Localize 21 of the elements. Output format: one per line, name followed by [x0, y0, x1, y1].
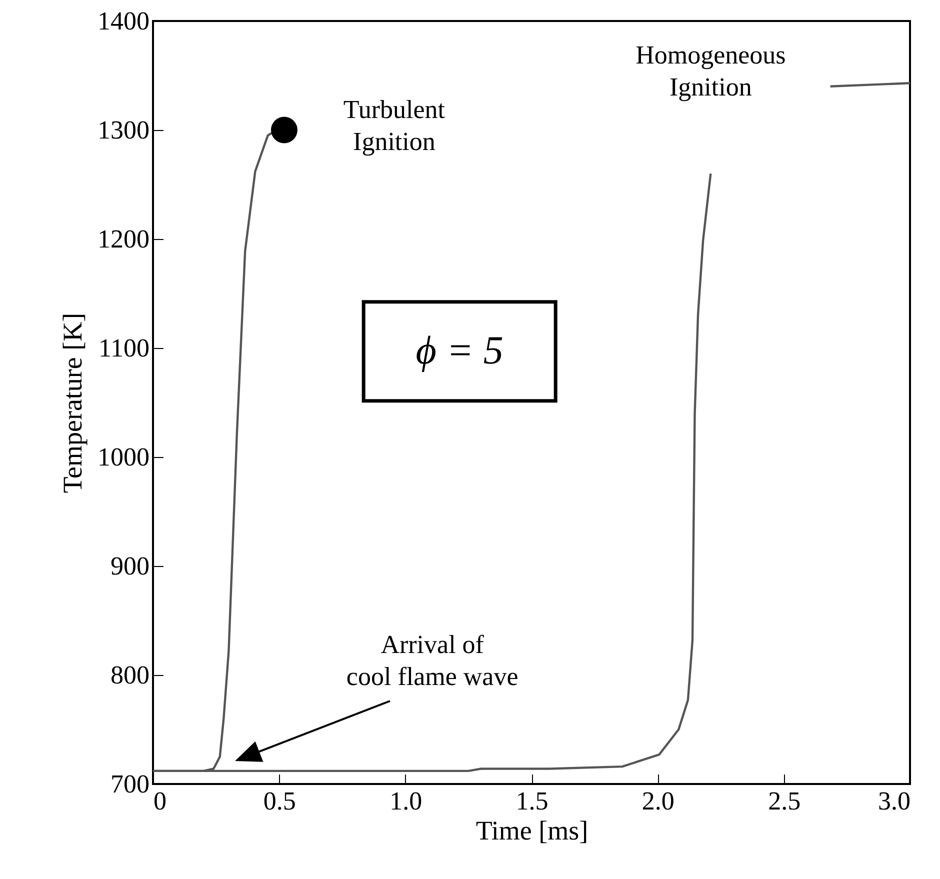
annotation: ϕ = 5	[416, 327, 504, 372]
y-tick-label: 700	[110, 770, 150, 798]
x-tick-label: 2.5	[768, 786, 801, 816]
x-tick-label: 1.5	[516, 786, 548, 816]
x-tick-label: 2.0	[642, 786, 674, 816]
annotation: Turbulent Ignition	[343, 95, 446, 156]
y-tick-label: 800	[110, 660, 150, 690]
annotation: Homogeneous Ignition	[636, 40, 786, 102]
x-axis-title: Time [ms]	[476, 816, 588, 846]
y-tick-label: 1000	[98, 442, 150, 472]
y-tick-label: 1400	[98, 6, 150, 36]
y-tick-label: 1200	[98, 224, 150, 254]
y-tick-label: 900	[110, 552, 150, 580]
y-tick-label: 1300	[98, 116, 150, 144]
x-tick-label: 0	[154, 786, 166, 816]
y-axis-title: Temperature [K]	[58, 312, 88, 494]
x-tick-label: 1.0	[390, 786, 422, 816]
annotation: Arrival of cool flame wave	[346, 630, 518, 692]
x-tick-label: 0.5	[263, 786, 296, 816]
y-tick-label: 1100	[98, 334, 150, 362]
x-tick-label: 3.0	[878, 786, 910, 816]
